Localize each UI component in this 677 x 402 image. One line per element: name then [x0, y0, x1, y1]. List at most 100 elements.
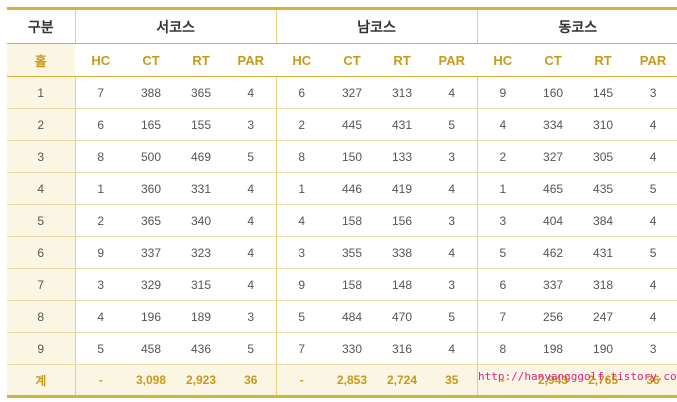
table-cell: 9 — [275, 268, 328, 301]
table-cell: 7 — [74, 76, 126, 109]
table-cell: 458 — [126, 332, 176, 365]
table-cell: 330 — [327, 332, 378, 365]
total-cell: 2,853 — [327, 364, 378, 397]
table-row: 7 3 329 315 4 9 158 148 3 6 337 318 4 — [7, 268, 677, 301]
table-cell: 310 — [578, 108, 629, 141]
table-cell: 6 — [476, 268, 529, 301]
column-header-rt: RT — [578, 43, 629, 77]
total-cell: 2,765 — [578, 364, 629, 397]
column-header-ct: CT — [327, 43, 378, 77]
table-row: 2 6 165 155 3 2 445 431 5 4 334 310 4 — [7, 108, 677, 141]
table-cell: 500 — [126, 140, 176, 173]
table-cell: 2 — [275, 108, 328, 141]
table-row: 9 5 458 436 5 7 330 316 4 8 198 190 3 — [7, 332, 677, 365]
table-cell: 4 — [628, 300, 677, 333]
table-cell: 445 — [327, 108, 378, 141]
table-cell: 9 — [476, 76, 529, 109]
total-label: 계 — [7, 364, 75, 397]
table-cell: 5 — [427, 108, 478, 141]
hole-number: 5 — [7, 204, 75, 237]
table-cell: 3 — [226, 108, 277, 141]
table-cell: 189 — [176, 300, 226, 333]
table-row: 4 1 360 331 4 1 446 419 4 1 465 435 5 — [7, 172, 677, 205]
table-cell: 150 — [327, 140, 378, 173]
table-cell: 3 — [427, 140, 478, 173]
hole-label: 홀 — [7, 43, 75, 77]
column-header-rt: RT — [377, 43, 428, 77]
table-cell: 469 — [176, 140, 226, 173]
table-cell: 198 — [528, 332, 579, 365]
table-cell: 323 — [176, 236, 226, 269]
column-header-row: 홀 HC CT RT PAR HC CT RT PAR HC CT RT PAR — [7, 43, 677, 77]
table-cell: 337 — [528, 268, 579, 301]
table-cell: 431 — [377, 108, 428, 141]
table-cell: 1 — [476, 172, 529, 205]
table-cell: 7 — [476, 300, 529, 333]
table-cell: 329 — [126, 268, 176, 301]
total-cell: - — [476, 364, 529, 397]
total-cell: 2,943 — [528, 364, 579, 397]
table-cell: 327 — [327, 76, 378, 109]
table-row: 8 4 196 189 3 5 484 470 5 7 256 247 4 — [7, 300, 677, 333]
table-cell: 160 — [528, 76, 579, 109]
table-cell: 190 — [578, 332, 629, 365]
total-cell: 2,923 — [176, 364, 226, 397]
table-cell: 4 — [476, 108, 529, 141]
table-cell: 404 — [528, 204, 579, 237]
table-cell: 5 — [275, 300, 328, 333]
table-cell: 8 — [74, 140, 126, 173]
table-cell: 5 — [226, 332, 277, 365]
table-cell: 3 — [275, 236, 328, 269]
table-cell: 7 — [275, 332, 328, 365]
table-cell: 5 — [427, 300, 478, 333]
table-cell: 8 — [275, 140, 328, 173]
division-label: 구분 — [7, 8, 75, 44]
total-cell: - — [275, 364, 328, 397]
table-cell: 4 — [628, 108, 677, 141]
column-header-hc: HC — [476, 43, 529, 77]
table-cell: 4 — [74, 300, 126, 333]
table-cell: 3 — [427, 204, 478, 237]
table-cell: 388 — [126, 76, 176, 109]
table-cell: 5 — [476, 236, 529, 269]
table-cell: 158 — [327, 268, 378, 301]
table-row: 1 7 388 365 4 6 327 313 4 9 160 145 3 — [7, 76, 677, 109]
table-cell: 315 — [176, 268, 226, 301]
table-cell: 256 — [528, 300, 579, 333]
hole-number: 7 — [7, 268, 75, 301]
hole-number: 4 — [7, 172, 75, 205]
total-cell: 2,724 — [377, 364, 428, 397]
hole-number: 3 — [7, 140, 75, 173]
table-cell: 1 — [275, 172, 328, 205]
table-cell: 419 — [377, 172, 428, 205]
hole-rows: 1 7 388 365 4 6 327 313 4 9 160 145 3 2 6 165 155 3 2 445 43… — [7, 76, 677, 365]
column-header-hc: HC — [275, 43, 328, 77]
table-cell: 5 — [628, 236, 677, 269]
table-cell: 360 — [126, 172, 176, 205]
table-cell: 3 — [628, 332, 677, 365]
table-cell: 316 — [377, 332, 428, 365]
table-cell: 4 — [427, 172, 478, 205]
table-cell: 470 — [377, 300, 428, 333]
total-cell: - — [74, 364, 126, 397]
table-cell: 6 — [74, 108, 126, 141]
table-cell: 318 — [578, 268, 629, 301]
table-cell: 4 — [427, 76, 478, 109]
hole-number: 8 — [7, 300, 75, 333]
table-cell: 340 — [176, 204, 226, 237]
column-header-ct: CT — [528, 43, 579, 77]
table-cell: 165 — [126, 108, 176, 141]
table-cell: 355 — [327, 236, 378, 269]
table-cell: 6 — [275, 76, 328, 109]
table-cell: 365 — [126, 204, 176, 237]
south-course-header: 남코스 — [275, 8, 478, 44]
table-cell: 334 — [528, 108, 579, 141]
golf-course-table: 구분 서코스 남코스 동코스 홀 HC CT RT PAR HC CT RT P… — [7, 7, 677, 398]
table-cell: 3 — [226, 300, 277, 333]
table-cell: 1 — [74, 172, 126, 205]
blog-watermark: http://hanyangggolf.tistory.com — [478, 370, 677, 383]
table-cell: 3 — [476, 204, 529, 237]
table-cell: 3 — [427, 268, 478, 301]
table-cell: 196 — [126, 300, 176, 333]
table-cell: 158 — [327, 204, 378, 237]
